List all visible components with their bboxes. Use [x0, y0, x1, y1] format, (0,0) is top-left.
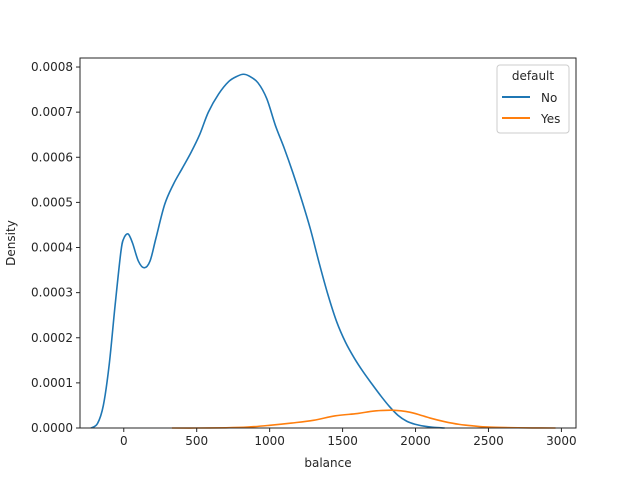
- plot-area: [90, 73, 556, 429]
- y-tick-label: 0.0002: [31, 331, 73, 345]
- legend-box: [496, 64, 570, 134]
- y-tick-label: 0.0006: [31, 150, 73, 164]
- y-tick-label: 0.0007: [31, 105, 73, 119]
- y-axis: 0.0000 0.0001 0.0002 0.0003 0.0004 0.0005 0.00…: [31, 60, 80, 435]
- legend-label-no: No: [541, 91, 557, 105]
- y-tick-label: 0.0008: [31, 60, 73, 74]
- y-tick-label: 0.0000: [31, 421, 73, 435]
- x-tick-label: 500: [185, 434, 208, 448]
- y-axis-label: Density: [4, 220, 18, 266]
- legend-label-yes: Yes: [540, 112, 560, 126]
- x-tick-label: 0: [120, 434, 128, 448]
- legend-title: default: [512, 69, 555, 83]
- x-axis: 0 500 1000 1500 2000 2500 3000: [120, 428, 577, 448]
- x-tick-label: 2500: [473, 434, 504, 448]
- x-tick-label: 1500: [327, 434, 358, 448]
- y-tick-label: 0.0004: [31, 241, 73, 255]
- series-line-yes: [171, 409, 556, 429]
- x-axis-label: balance: [304, 456, 351, 470]
- x-tick-label: 3000: [546, 434, 577, 448]
- y-tick-label: 0.0001: [31, 376, 73, 390]
- y-tick-label: 0.0003: [31, 286, 73, 300]
- axes-frame: [79, 57, 577, 429]
- y-tick-label: 0.0005: [31, 195, 73, 209]
- x-tick-label: 1000: [254, 434, 285, 448]
- series-line-no: [90, 73, 445, 429]
- x-tick-label: 2000: [400, 434, 431, 448]
- legend: default No Yes: [496, 64, 570, 134]
